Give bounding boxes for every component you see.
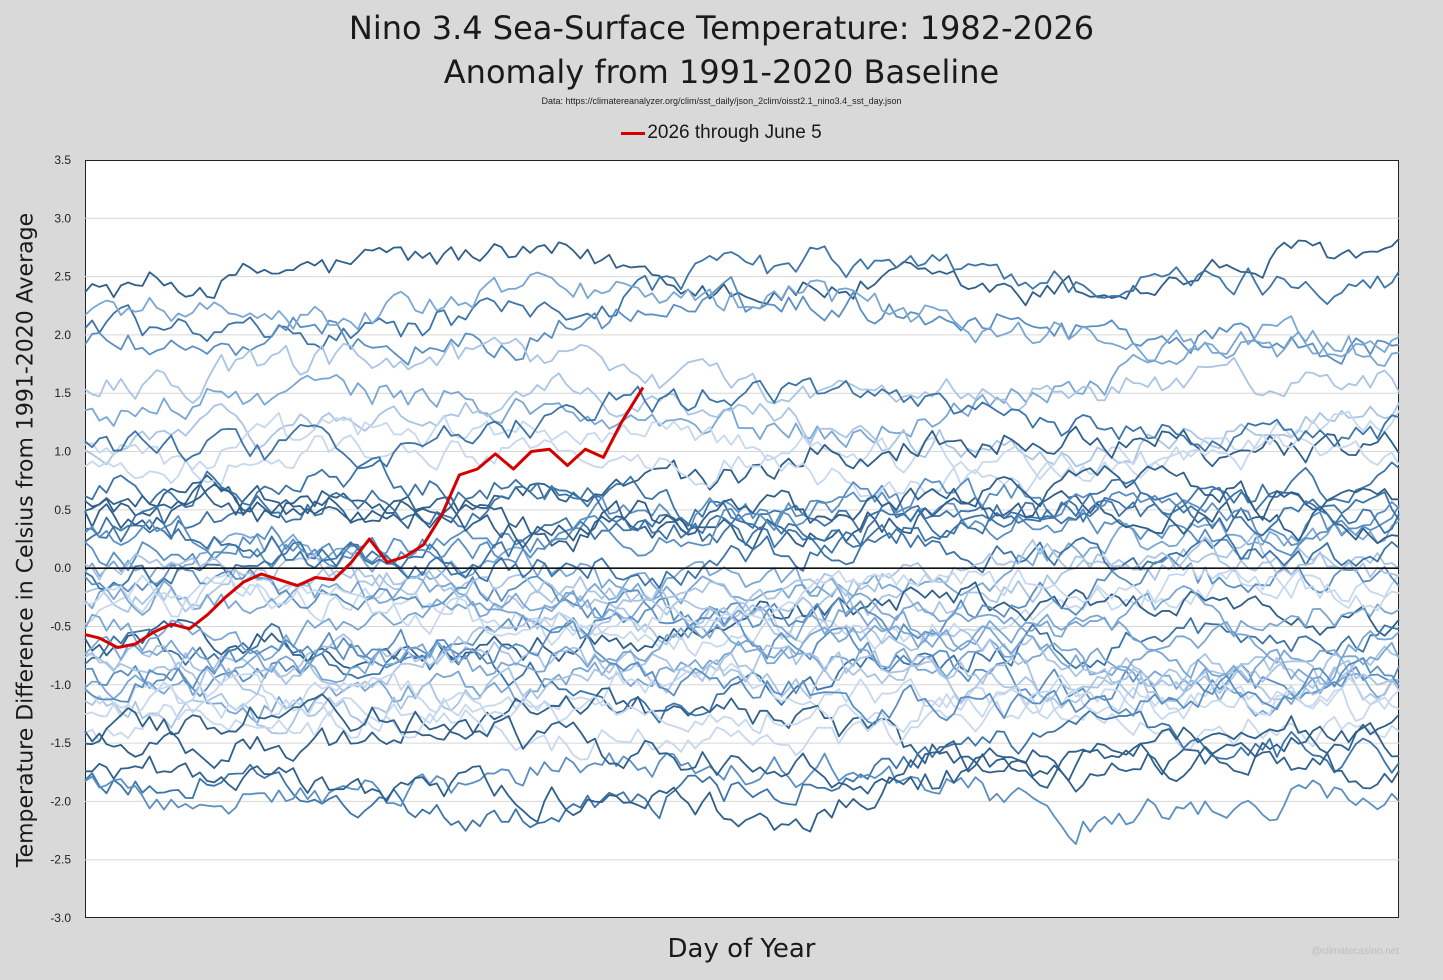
- y-tick-label: 1.0: [54, 445, 71, 459]
- y-tick-label: 1.5: [54, 386, 71, 400]
- y-tick-label: -0.5: [50, 619, 71, 633]
- y-axis-label: Temperature Difference in Celsius from 1…: [13, 212, 39, 868]
- chart-subtitle: Anomaly from 1991-2020 Baseline: [443, 53, 1000, 91]
- series-line-year: [84, 617, 1400, 724]
- series-line-year: [84, 377, 1400, 470]
- series-line-year: [84, 330, 1400, 449]
- y-tick-label: -3.0: [50, 911, 71, 925]
- series-line-year: [84, 477, 1400, 564]
- series-line-year: [84, 709, 1400, 832]
- series-line-year: [84, 465, 1399, 549]
- series-line-2026: [84, 386, 645, 649]
- series-line-year: [84, 410, 1400, 485]
- series-line-year: [84, 238, 1400, 307]
- series-line-year: [84, 620, 1400, 726]
- legend-label-2026: 2026 through June 5: [647, 122, 822, 143]
- x-axis-label: Day of Year: [667, 934, 816, 964]
- series-line-year: [84, 276, 1400, 366]
- y-tick-label: -2.5: [50, 853, 71, 867]
- series-line-year: [84, 593, 1400, 700]
- background-series-group: [84, 238, 1400, 845]
- series-line-year: [84, 623, 1400, 686]
- series-line-year: [84, 752, 1400, 845]
- watermark: @climatecasino.net: [1311, 946, 1399, 957]
- series-line-year: [84, 693, 1400, 795]
- series-line-year: [85, 741, 1400, 833]
- series-line-year: [84, 517, 1400, 591]
- y-tick-label: 3.5: [54, 153, 71, 167]
- series-line-year: [84, 483, 1400, 553]
- highlight-series-group: [84, 386, 645, 649]
- series-line-year: [84, 245, 1400, 350]
- y-tick-label: 2.0: [54, 328, 71, 342]
- series-line-year: [84, 271, 1400, 362]
- y-tick-label: 3.0: [54, 211, 71, 225]
- chart-title: Nino 3.4 Sea-Surface Temperature: 1982-2…: [348, 9, 1095, 47]
- y-axis-ticks: 3.5 3.0 2.5 2.0 1.5 1.0 0.5 0.0 -0.5 -1.0 -1.5 -2.0…: [50, 153, 71, 925]
- series-line-year: [84, 484, 1400, 572]
- y-tick-label: 0.0: [54, 561, 71, 575]
- series-line-year: [84, 560, 1400, 664]
- series-line-year: [84, 672, 1400, 735]
- data-source-note: Data: https://climatereanalyzer.org/clim…: [541, 96, 902, 106]
- y-tick-label: -1.5: [50, 736, 71, 750]
- series-line-year: [84, 519, 1400, 605]
- y-tick-label: 0.5: [54, 503, 71, 517]
- legend: 2026 through June 5: [0, 122, 1443, 144]
- y-tick-label: 2.5: [54, 270, 71, 284]
- series-line-year: [84, 456, 1400, 548]
- series-line-year: [84, 662, 1400, 751]
- y-tick-label: -2.0: [50, 794, 71, 808]
- series-line-year: [84, 433, 1400, 499]
- series-line-year: [84, 566, 1400, 657]
- series-line-year: [84, 336, 1400, 412]
- series-line-year: [84, 563, 1400, 637]
- series-line-year: [84, 633, 1400, 709]
- y-tick-label: -1.0: [50, 678, 71, 692]
- series-line-year: [84, 461, 1400, 540]
- series-line-year: [84, 687, 1400, 789]
- series-line-year: [84, 478, 1400, 590]
- series-line-year: [84, 683, 1400, 761]
- legend-swatch-2026: [621, 131, 646, 135]
